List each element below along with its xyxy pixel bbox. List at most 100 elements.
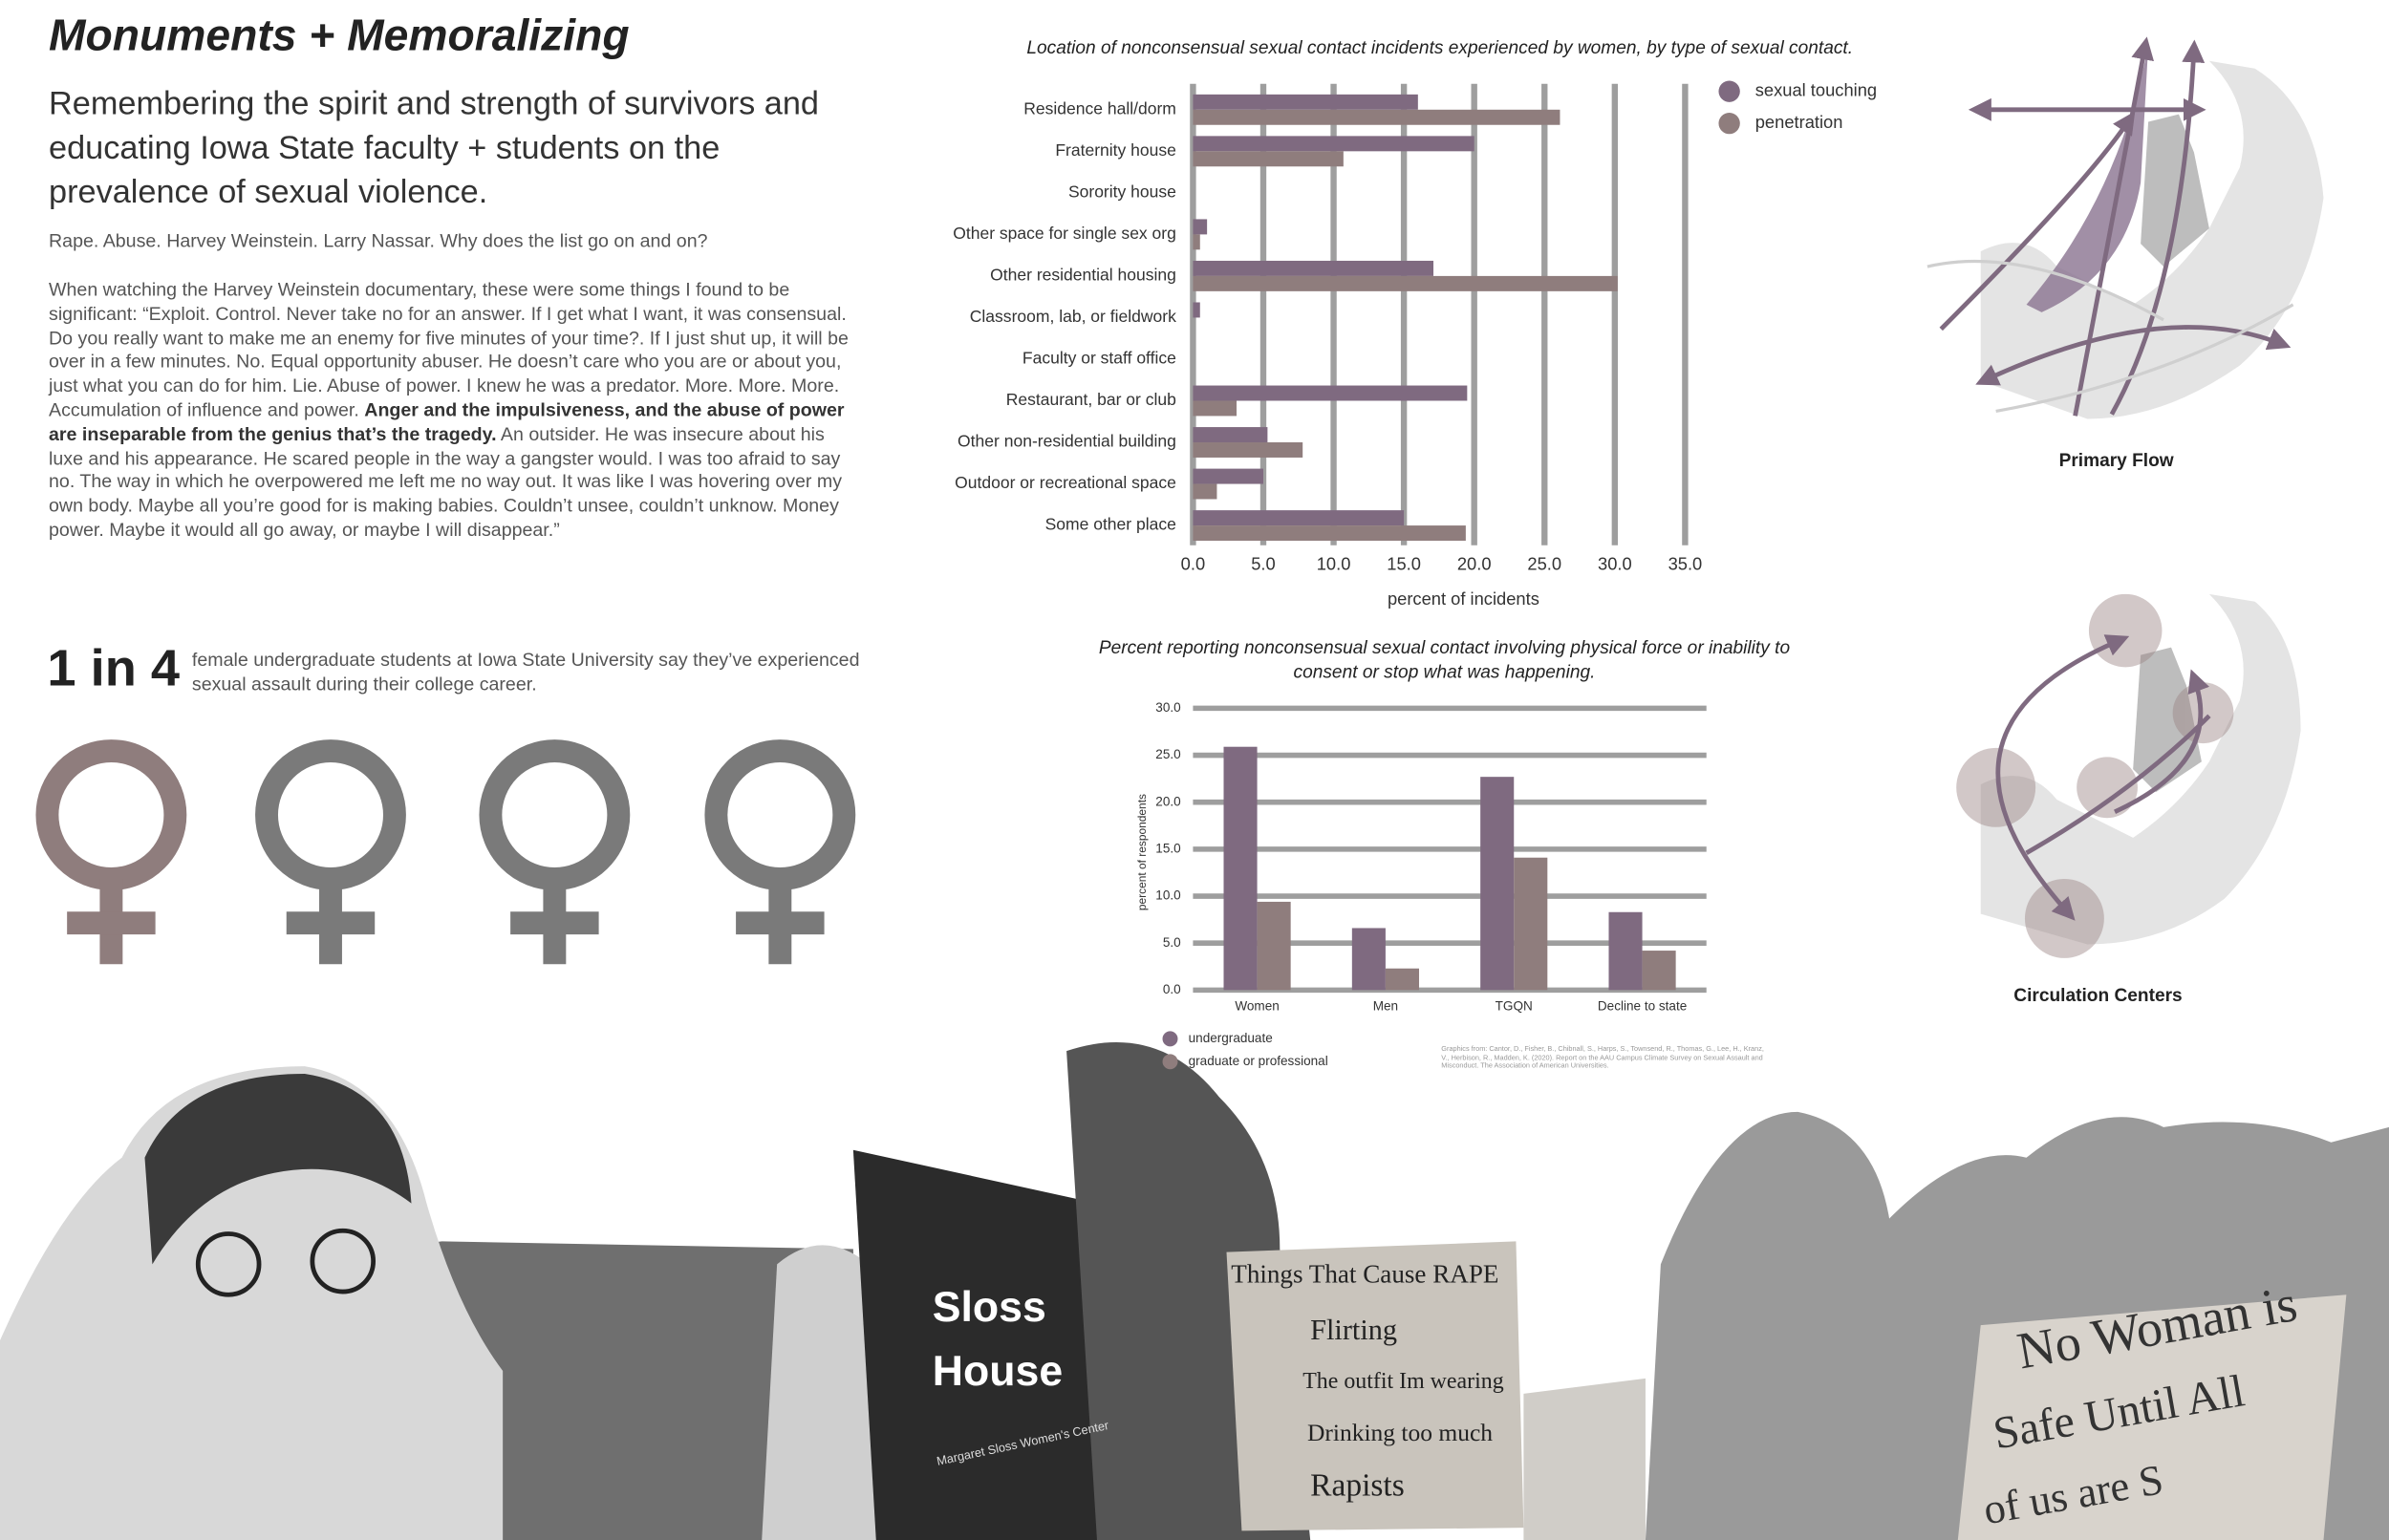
- sign-text: Sloss: [933, 1284, 1046, 1331]
- bar: [1193, 260, 1434, 276]
- x-tick-label: 25.0: [1527, 553, 1561, 573]
- photo-scientist: [762, 1245, 884, 1540]
- map-label: Circulation Centers: [2013, 986, 2182, 1006]
- y-tick-label: Classroom, lab, or fieldwork: [970, 307, 1176, 326]
- x-tick-label: 5.0: [1251, 553, 1275, 573]
- x-tick-label: 15.0: [1387, 553, 1421, 573]
- flow-arrows: [1995, 634, 2211, 921]
- map-campus: [2133, 647, 2202, 793]
- bar: [1193, 109, 1560, 125]
- photo-portrait: [0, 1066, 504, 1540]
- sign-text: House: [933, 1348, 1063, 1395]
- bar: [1193, 234, 1200, 250]
- text: An outsider. He was insecure about his l…: [49, 422, 843, 541]
- source: Graphics from: Cantor, D., Fisher, B., C…: [1441, 1044, 1764, 1070]
- bar: [1193, 151, 1344, 167]
- bar: [1193, 136, 1474, 152]
- photo-protest-sign: [1226, 1241, 1524, 1531]
- female-icon: [255, 739, 406, 965]
- paragraph: When watching the Harvey Weinstein docum…: [49, 279, 849, 544]
- map-zone: [2026, 45, 2149, 312]
- map-roads: [1926, 259, 2294, 414]
- photo-glasses: [195, 1231, 262, 1297]
- bar: [1385, 968, 1419, 991]
- x-tick-label: 10.0: [1317, 553, 1351, 573]
- female-icon: [704, 739, 856, 965]
- title: Monuments + Memoralizing: [49, 11, 630, 61]
- y-tick-label: 15.0: [1155, 841, 1180, 855]
- y-tick-label: Faculty or staff office: [1022, 349, 1176, 368]
- sign-text: The outfit Im wearing: [1302, 1369, 1503, 1394]
- female-icon: [479, 739, 631, 965]
- bar: [1193, 510, 1405, 526]
- y-tick-label: 30.0: [1155, 700, 1180, 715]
- female-icon: [35, 739, 187, 965]
- text: When watching the Harvey Weinstein docum…: [49, 278, 849, 421]
- y-tick-label: Fraternity house: [1055, 140, 1176, 160]
- y-tick-label: Other non-residential building: [958, 432, 1176, 451]
- x-tick-label: 30.0: [1598, 553, 1632, 573]
- bar: [1193, 219, 1208, 235]
- stat-text: female undergraduate students at Iowa St…: [191, 649, 860, 695]
- sign-text: Drinking too much: [1307, 1419, 1493, 1446]
- bar: [1257, 901, 1291, 991]
- y-tick-label: Some other place: [1045, 515, 1176, 534]
- stat-figure: 1 in 4: [47, 639, 181, 698]
- x-tick-label: 20.0: [1457, 553, 1492, 573]
- sign-text: Flirting: [1310, 1314, 1397, 1346]
- x-tick-label: Women: [1235, 998, 1279, 1013]
- map-primary-flow: [1926, 36, 2324, 419]
- y-tick-label: Other space for single sex org: [953, 224, 1176, 243]
- x-tick-label: 35.0: [1668, 553, 1703, 573]
- legend-label: sexual touching: [1755, 80, 1877, 100]
- sign-text: Rapists: [1310, 1467, 1405, 1503]
- bar: [1193, 468, 1263, 484]
- bar: [1193, 427, 1268, 443]
- legend-swatch: [1162, 1031, 1178, 1047]
- map-circulation-centers: [1956, 593, 2301, 958]
- x-tick-label: 0.0: [1181, 553, 1205, 573]
- legend-label: undergraduate: [1189, 1031, 1273, 1045]
- bar: [1193, 94, 1418, 110]
- bar: [1514, 857, 1548, 991]
- photo-march-sign: [1957, 1294, 2347, 1540]
- x-axis-label: percent of incidents: [1388, 588, 1539, 609]
- y-tick-label: Outdoor or recreational space: [955, 473, 1176, 492]
- y-tick-label: Other residential housing: [990, 266, 1176, 285]
- bar: [1480, 777, 1515, 991]
- photo-sign: [852, 1149, 1105, 1540]
- y-tick-label: 10.0: [1155, 888, 1180, 903]
- bar: [1642, 951, 1676, 991]
- sign-text: Things That Cause RAPE: [1231, 1259, 1498, 1288]
- map-label: Primary Flow: [2059, 451, 2174, 471]
- bar: [1193, 442, 1303, 458]
- photo-glasses: [310, 1228, 377, 1294]
- x-tick-label: Decline to state: [1598, 998, 1687, 1013]
- bar: [1223, 746, 1258, 991]
- chart-title: Percent reporting nonconsensual sexual c…: [1098, 636, 1791, 683]
- bar: [1351, 928, 1386, 991]
- legend-swatch: [1718, 80, 1740, 102]
- legend-label: penetration: [1755, 112, 1843, 132]
- bar: [1608, 911, 1643, 991]
- female-icons: [35, 739, 856, 965]
- y-tick-label: Restaurant, bar or club: [1006, 390, 1176, 409]
- subtitle: Remembering the spirit and strength of s…: [49, 85, 819, 211]
- y-tick-label: 0.0: [1163, 982, 1181, 996]
- bar: [1193, 400, 1238, 417]
- legend-label: graduate or professional: [1189, 1054, 1328, 1068]
- y-tick-label: 25.0: [1155, 747, 1180, 761]
- y-tick-label: Residence hall/dorm: [1023, 98, 1176, 118]
- y-axis-label: percent of respondents: [1135, 794, 1149, 910]
- bar: [1193, 385, 1468, 401]
- bar: [1193, 275, 1618, 291]
- intro: Rape. Abuse. Harvey Weinstein. Larry Nas…: [49, 229, 708, 252]
- legend-swatch: [1162, 1054, 1178, 1070]
- photo-sign-2: [1523, 1378, 1646, 1540]
- bar: [1193, 302, 1200, 318]
- bar: [1193, 525, 1466, 542]
- photo-collage: [0, 1042, 2389, 1540]
- map-campus: [2141, 114, 2209, 267]
